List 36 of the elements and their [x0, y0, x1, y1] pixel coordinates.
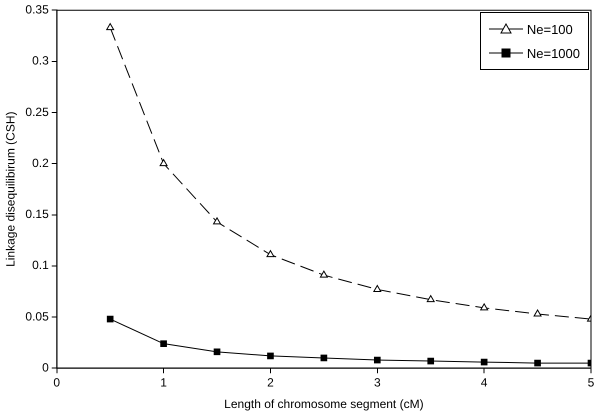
point [480, 358, 488, 366]
x-axis-title: Length of chromosome segment (cM) [224, 397, 424, 412]
point [214, 348, 220, 356]
point [374, 356, 381, 364]
point [534, 360, 541, 366]
point [267, 352, 274, 360]
x-tick-label: 0 [53, 376, 60, 390]
y-tick-label: 0.25 [25, 104, 50, 119]
y-tick-label: 0.2 [32, 156, 50, 170]
point [160, 340, 167, 347]
y-tick-label: 0.15 [25, 207, 50, 222]
legend-label: Ne=1000 [526, 46, 580, 61]
y-axis-title: Linkage disequilibirum (CSH) [4, 111, 18, 267]
point [106, 316, 114, 322]
point [480, 303, 488, 310]
point [320, 270, 328, 278]
point [106, 23, 114, 30]
point [427, 358, 434, 364]
point [373, 284, 382, 292]
y-tick-label: 0.05 [25, 309, 50, 324]
y-tick-label: 0 [42, 360, 50, 375]
y-tick-label: 0.1 [32, 258, 50, 272]
point [426, 295, 435, 302]
legend-label: Ne=100 [526, 22, 573, 37]
point [160, 159, 168, 166]
x-tick-label: 4 [480, 376, 488, 390]
x-tick-label: 2 [267, 376, 274, 390]
point [320, 354, 328, 362]
x-tick-label: 5 [588, 376, 595, 390]
y-tick-label: 0.35 [25, 2, 50, 17]
point [266, 250, 274, 258]
point [534, 309, 542, 316]
point [213, 217, 221, 224]
x-tick-label: 3 [374, 376, 381, 390]
y-tick-label: 0.3 [32, 54, 50, 68]
x-tick-label: 1 [160, 376, 168, 390]
